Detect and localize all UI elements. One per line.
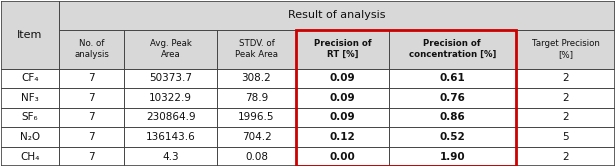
Text: 50373.7: 50373.7 xyxy=(149,73,192,83)
Text: 136143.6: 136143.6 xyxy=(146,132,195,142)
Text: 0.09: 0.09 xyxy=(330,93,355,103)
Text: 0.12: 0.12 xyxy=(330,132,355,142)
Text: 7: 7 xyxy=(88,151,95,161)
Text: 1996.5: 1996.5 xyxy=(238,112,275,122)
Text: 7: 7 xyxy=(88,73,95,83)
Text: Precision of
concentration [%]: Precision of concentration [%] xyxy=(408,39,496,59)
Text: 2: 2 xyxy=(562,112,569,122)
Text: Result of analysis: Result of analysis xyxy=(288,10,386,20)
Text: 0.00: 0.00 xyxy=(330,151,355,161)
Text: 0.52: 0.52 xyxy=(439,132,465,142)
Text: 0.76: 0.76 xyxy=(439,93,465,103)
Text: 230864.9: 230864.9 xyxy=(146,112,195,122)
Text: N₂O: N₂O xyxy=(20,132,40,142)
Bar xyxy=(1,30,615,69)
Text: 0.86: 0.86 xyxy=(439,112,465,122)
Text: CF₄: CF₄ xyxy=(21,73,39,83)
Text: Avg. Peak
Area: Avg. Peak Area xyxy=(150,39,192,59)
Bar xyxy=(59,1,615,30)
Text: 7: 7 xyxy=(88,112,95,122)
Text: 2: 2 xyxy=(562,93,569,103)
Text: NF₃: NF₃ xyxy=(21,93,39,103)
Text: 2: 2 xyxy=(562,151,569,161)
Text: 7: 7 xyxy=(88,93,95,103)
Text: 10322.9: 10322.9 xyxy=(149,93,192,103)
Text: 308.2: 308.2 xyxy=(241,73,272,83)
Bar xyxy=(296,30,516,166)
Text: SF₆: SF₆ xyxy=(22,112,38,122)
Text: 0.09: 0.09 xyxy=(330,73,355,83)
Text: 4.3: 4.3 xyxy=(163,151,179,161)
Text: No. of
analysis: No. of analysis xyxy=(75,39,109,59)
Text: 704.2: 704.2 xyxy=(241,132,272,142)
Text: 5: 5 xyxy=(562,132,569,142)
Bar xyxy=(1,1,59,69)
Text: Precision of
RT [%]: Precision of RT [%] xyxy=(314,39,371,59)
Text: 0.09: 0.09 xyxy=(330,112,355,122)
Text: 78.9: 78.9 xyxy=(245,93,268,103)
Text: 1.90: 1.90 xyxy=(439,151,465,161)
Text: STDV. of
Peak Area: STDV. of Peak Area xyxy=(235,39,278,59)
Text: 0.61: 0.61 xyxy=(439,73,465,83)
Text: 2: 2 xyxy=(562,73,569,83)
Text: Target Precision
[%]: Target Precision [%] xyxy=(532,39,599,59)
Text: 0.08: 0.08 xyxy=(245,151,268,161)
Text: Item: Item xyxy=(17,30,43,40)
Text: 7: 7 xyxy=(88,132,95,142)
Text: CH₄: CH₄ xyxy=(20,151,39,161)
